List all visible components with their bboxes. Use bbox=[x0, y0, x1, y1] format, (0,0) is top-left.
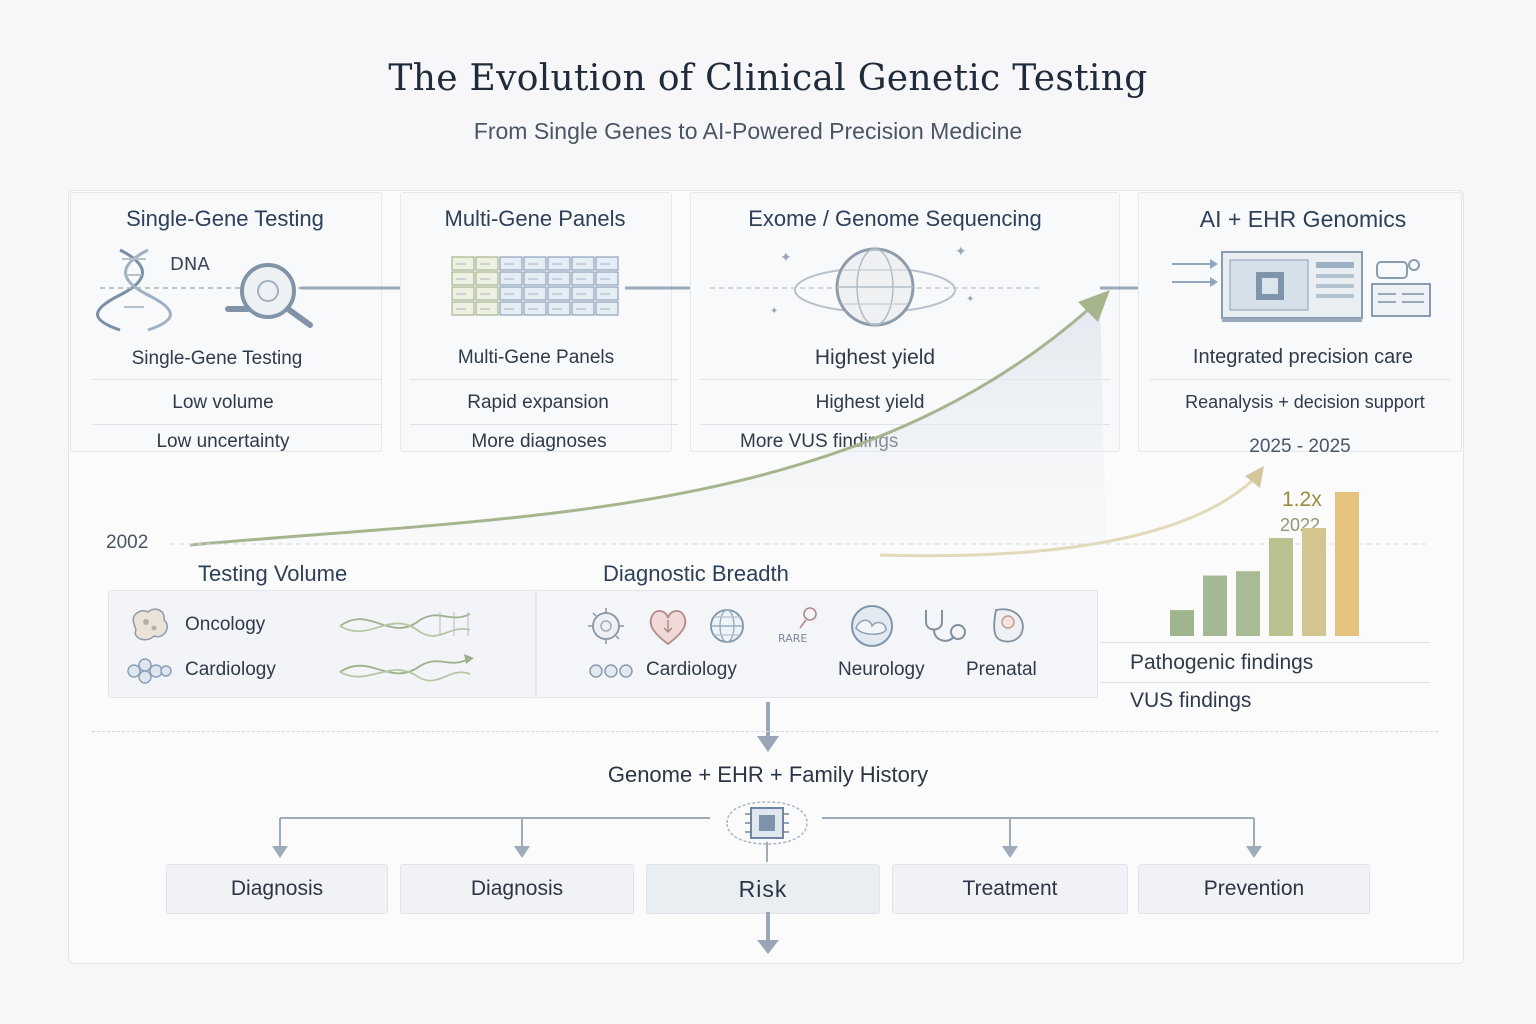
heart-icon bbox=[649, 610, 687, 646]
divider bbox=[1150, 379, 1450, 380]
divider bbox=[700, 379, 1110, 380]
globe-icon bbox=[710, 609, 744, 643]
dna-magnifier-icon: DNA bbox=[96, 245, 410, 332]
outcome-diagnosis-2: Diagnosis bbox=[400, 864, 634, 914]
growth-bar bbox=[1302, 528, 1326, 636]
stage-line-1: Reanalysis + decision support bbox=[1185, 392, 1425, 412]
growth-bar bbox=[1269, 538, 1293, 636]
molecule-icon bbox=[589, 664, 633, 678]
page-title: The Evolution of Clinical Genetic Testin… bbox=[388, 58, 1148, 99]
integration-label: Genome + EHR + Family History bbox=[607, 762, 929, 787]
fetus-icon bbox=[993, 608, 1024, 643]
breadth-label-neurology: Neurology bbox=[838, 659, 925, 680]
genome-globe-icon: ✦ ✦ ✦ ✦ bbox=[710, 242, 1040, 332]
dna-label: DNA bbox=[170, 254, 210, 275]
legend-pathogenic: Pathogenic findings bbox=[1130, 651, 1314, 674]
rare-label: RARE bbox=[778, 632, 807, 645]
stage-line-1: Low volume bbox=[172, 392, 274, 413]
breadth-label-prenatal: Prenatal bbox=[966, 659, 1037, 680]
arrow-down-icon bbox=[757, 912, 779, 954]
ehr-dashboard-icon bbox=[1172, 250, 1437, 325]
stage-heading: Multi-Gene Panels bbox=[444, 206, 626, 231]
stage-line-1: Rapid expansion bbox=[467, 392, 609, 413]
growth-bar bbox=[1203, 575, 1227, 636]
stage-multi-gene bbox=[400, 192, 672, 452]
volume-label-cardiology: Cardiology bbox=[185, 659, 276, 680]
svg-text:✦: ✦ bbox=[780, 250, 792, 266]
breadth-label-cardiology: Cardiology bbox=[646, 659, 737, 680]
stage-line-1: Highest yield bbox=[815, 392, 925, 413]
arrow-down-icon bbox=[757, 702, 779, 752]
diagnostic-breadth-title: Diagnostic Breadth bbox=[603, 561, 789, 586]
growth-bar bbox=[1170, 610, 1194, 636]
outcome-diagnosis: Diagnosis bbox=[166, 864, 388, 914]
stage-line-2: Low uncertainty bbox=[156, 431, 290, 452]
svg-text:✦: ✦ bbox=[966, 294, 974, 305]
svg-text:✦: ✦ bbox=[770, 306, 778, 317]
virus-icon bbox=[588, 608, 624, 644]
stage-single-gene bbox=[70, 192, 382, 452]
legend-vus: VUS findings bbox=[1130, 689, 1252, 712]
divider bbox=[410, 424, 678, 425]
svg-text:✦: ✦ bbox=[955, 244, 967, 260]
divider bbox=[1100, 642, 1430, 643]
rare-disease-icon: RARE bbox=[778, 607, 817, 645]
divider bbox=[1100, 682, 1430, 683]
stage-heading: Exome / Genome Sequencing bbox=[748, 206, 1042, 231]
growth-bar bbox=[1236, 571, 1260, 636]
stage-name: Multi-Gene Panels bbox=[457, 347, 615, 368]
testing-volume-panel bbox=[108, 590, 536, 698]
ai-chip-icon bbox=[726, 801, 808, 845]
divider bbox=[92, 379, 382, 380]
diagnostic-breadth-panel bbox=[536, 590, 1098, 698]
stage-name: Highest yield bbox=[814, 346, 936, 369]
tumor-cell-icon bbox=[128, 606, 172, 644]
timeline-start-year: 2002 bbox=[106, 532, 149, 553]
divider bbox=[410, 379, 678, 380]
cell-cluster-icon bbox=[126, 656, 172, 686]
growth-bar bbox=[1335, 492, 1359, 636]
stage-heading: Single-Gene Testing bbox=[126, 206, 324, 231]
dna-trend-icon bbox=[339, 612, 474, 682]
stage-name: Single-Gene Testing bbox=[131, 348, 303, 369]
brain-icon bbox=[851, 605, 893, 647]
stethoscope-icon bbox=[925, 610, 966, 642]
page-subtitle: From Single Genes to AI-Powered Precisio… bbox=[473, 118, 1023, 144]
growth-bar-chart bbox=[1170, 492, 1359, 636]
growth-multiplier: 1.2x bbox=[1282, 488, 1322, 511]
volume-label-oncology: Oncology bbox=[185, 614, 266, 635]
stage-year-range: 2025 - 2025 bbox=[1249, 436, 1351, 457]
stage-heading: AI + EHR Genomics bbox=[1199, 206, 1407, 232]
section-divider bbox=[92, 731, 1438, 732]
stage-line-2: More diagnoses bbox=[471, 431, 607, 452]
outcome-prevention: Prevention bbox=[1138, 864, 1370, 914]
testing-volume-title: Testing Volume bbox=[198, 561, 348, 586]
outcome-treatment: Treatment bbox=[892, 864, 1128, 914]
stage-name: Integrated precision care bbox=[1192, 346, 1414, 368]
gene-panel-grid-icon bbox=[450, 255, 622, 321]
divider bbox=[92, 424, 382, 425]
outcome-risk: Risk bbox=[646, 864, 880, 914]
